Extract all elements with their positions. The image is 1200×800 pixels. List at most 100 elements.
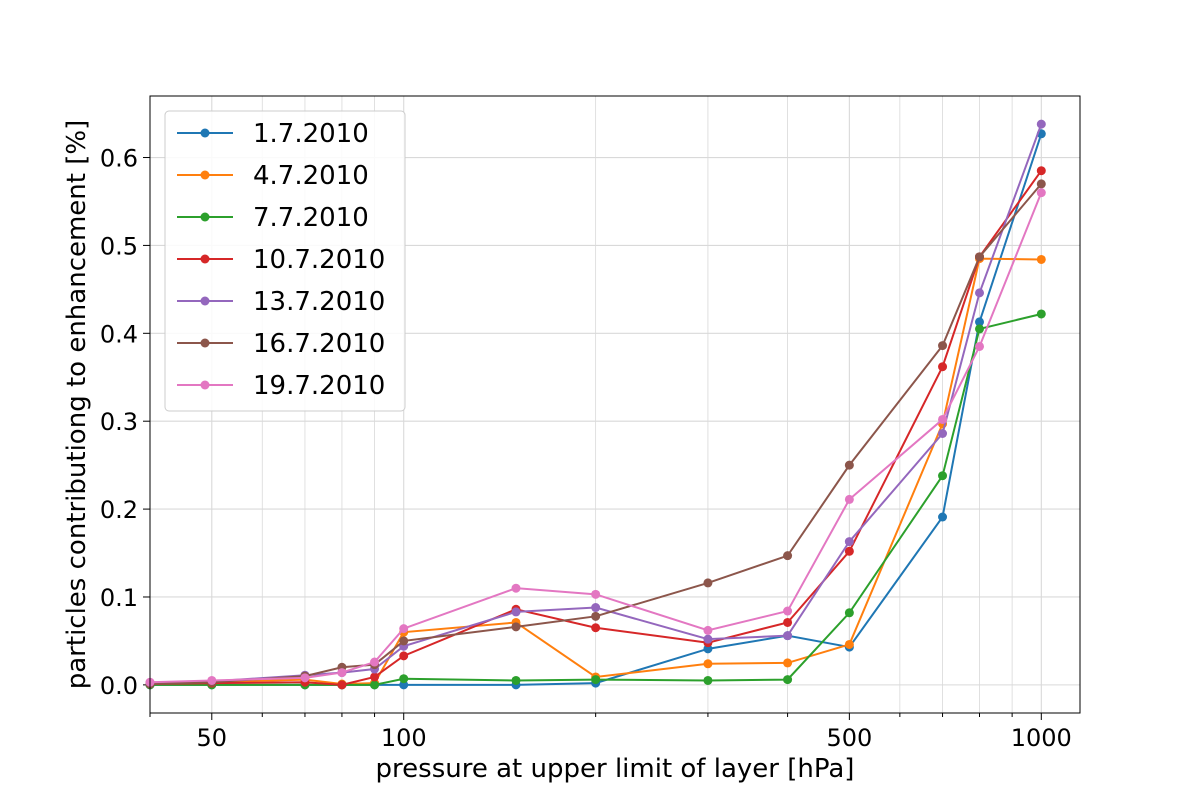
data-point: [591, 589, 601, 599]
data-point: [399, 674, 409, 684]
data-point: [399, 680, 409, 690]
data-point: [938, 362, 948, 372]
data-point: [1036, 119, 1046, 129]
data-point: [938, 414, 948, 424]
legend-label: 16.7.2010: [253, 329, 385, 359]
legend-marker: [200, 128, 210, 138]
data-point: [703, 634, 713, 644]
data-point: [844, 608, 854, 618]
series-line: [149, 257, 1042, 686]
data-point: [783, 606, 793, 616]
data-point: [703, 675, 713, 685]
legend-label: 13.7.2010: [253, 287, 385, 317]
legend-item: 16.7.2010: [177, 329, 385, 359]
data-point: [1036, 166, 1046, 176]
data-point: [511, 607, 521, 617]
x-tick-label: 100: [381, 724, 427, 752]
data-point: [399, 636, 409, 646]
y-axis-label: particles contributiong to enhancement […: [62, 120, 92, 690]
data-point: [975, 324, 985, 334]
data-point: [399, 624, 409, 634]
data-point: [511, 622, 521, 632]
data-point: [511, 583, 521, 593]
data-point: [975, 252, 985, 262]
data-point: [844, 546, 854, 556]
legend-marker: [200, 254, 210, 264]
series-line: [149, 192, 1043, 684]
data-point: [591, 675, 601, 685]
data-point: [844, 537, 854, 547]
axis-ticks: 0.0 0.1 0.2 0.3 0.4 0.5 0.6 50 100 500 1000: [100, 145, 1072, 752]
data-point: [1036, 254, 1046, 264]
series-19.7.2010: [145, 188, 1046, 687]
series-16.7.2010: [145, 179, 1046, 689]
data-point: [591, 603, 601, 613]
legend-marker: [200, 338, 210, 348]
data-point: [975, 317, 985, 327]
legend-item: 19.7.2010: [177, 371, 385, 401]
legend-marker: [200, 170, 210, 180]
data-point: [938, 471, 948, 481]
data-point: [300, 673, 310, 683]
x-tick-label: 50: [197, 724, 228, 752]
data-point: [783, 675, 793, 685]
data-point: [783, 551, 793, 561]
series-line: [149, 183, 1043, 685]
data-point: [370, 657, 380, 667]
y-tick-label: 0.1: [100, 584, 138, 612]
data-point: [938, 429, 948, 439]
data-point: [938, 512, 948, 522]
y-tick-label: 0.3: [100, 408, 138, 436]
data-point: [703, 644, 713, 654]
legend-marker: [200, 212, 210, 222]
y-tick-label: 0.5: [100, 232, 138, 260]
data-point: [399, 651, 409, 661]
series-line: [149, 170, 1043, 686]
data-point: [783, 631, 793, 641]
legend-item: 1.7.2010: [177, 119, 369, 149]
y-tick-label: 0.4: [100, 320, 138, 348]
data-point: [844, 639, 854, 649]
data-point: [1036, 179, 1046, 189]
x-tick-label: 1000: [1011, 724, 1072, 752]
data-point: [783, 658, 793, 668]
legend-item: 4.7.2010: [177, 161, 369, 191]
legend-item: 7.7.2010: [177, 203, 369, 233]
data-point: [591, 623, 601, 633]
data-point: [207, 675, 217, 685]
legend-item: 10.7.2010: [177, 245, 385, 275]
data-point: [783, 617, 793, 627]
data-point: [370, 680, 380, 690]
legend-label: 1.7.2010: [253, 119, 369, 149]
x-tick-label: 500: [826, 724, 872, 752]
data-series: [145, 119, 1046, 690]
data-point: [511, 675, 521, 685]
legend-label: 19.7.2010: [253, 371, 385, 401]
y-tick-label: 0.6: [100, 145, 138, 173]
data-point: [844, 460, 854, 470]
legend: 1.7.2010 4.7.2010 7.7.2010 10.7.2010 13.7.20…: [164, 110, 406, 412]
legend-marker: [200, 296, 210, 306]
data-point: [703, 659, 713, 669]
data-point: [975, 288, 985, 298]
legend-label: 4.7.2010: [253, 161, 369, 191]
plot-area-frame: [149, 95, 1081, 714]
legend-item: 13.7.2010: [177, 287, 385, 317]
data-point: [370, 672, 380, 682]
y-tick-label: 0.2: [100, 496, 138, 524]
data-point: [703, 578, 713, 588]
data-point: [337, 680, 347, 690]
legend-box: [164, 110, 406, 412]
data-point: [591, 611, 601, 621]
legend-label: 7.7.2010: [253, 203, 369, 233]
data-point: [975, 341, 985, 351]
data-point: [1036, 309, 1046, 319]
data-point: [703, 625, 713, 635]
legend-marker: [200, 380, 210, 390]
data-point: [844, 494, 854, 504]
data-point: [938, 341, 948, 351]
y-tick-label: 0.0: [100, 672, 138, 700]
data-point: [1036, 188, 1046, 198]
legend-label: 10.7.2010: [253, 245, 385, 275]
